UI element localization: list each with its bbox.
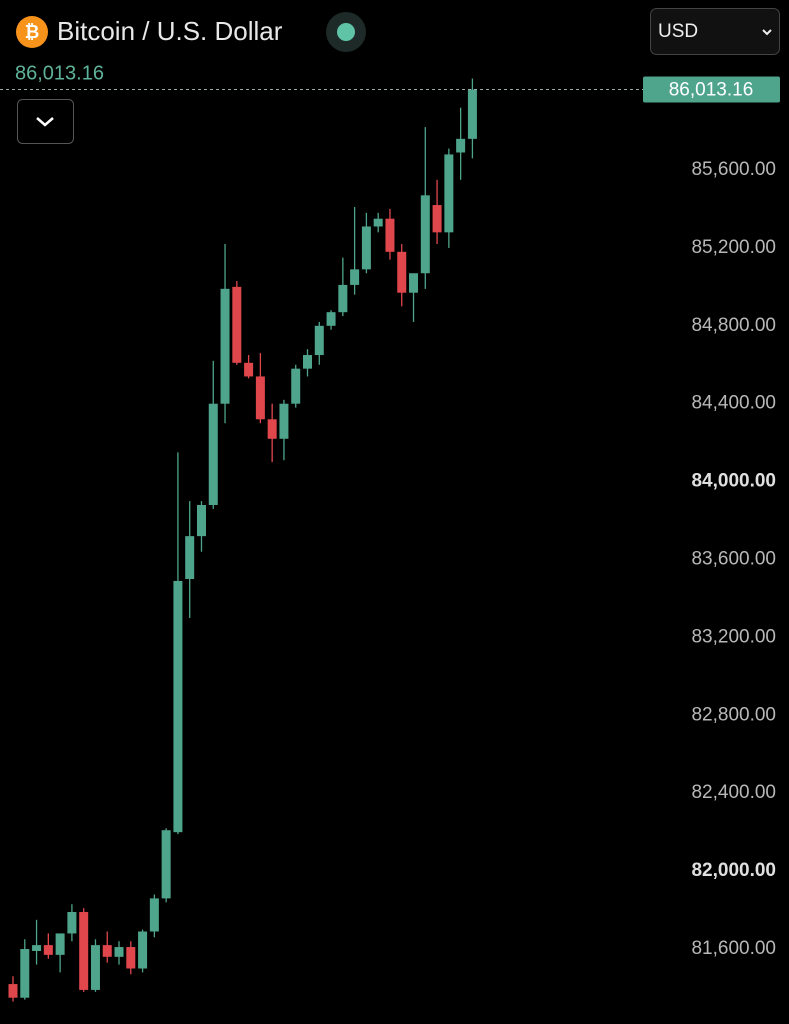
candle-body xyxy=(114,947,124,957)
y-tick-label: 81,600.00 xyxy=(691,938,776,959)
plot: 81,600.00 82,000.00 82,400.00 82,800.00 83,2… xyxy=(0,76,780,1002)
candle-body xyxy=(373,218,383,227)
y-tick-label: 82,400.00 xyxy=(691,782,776,803)
y-tick-label: 84,800.00 xyxy=(691,315,776,336)
candle-body xyxy=(8,984,18,998)
y-tick-label: 84,400.00 xyxy=(691,393,776,414)
currency-select[interactable] xyxy=(650,8,780,55)
y-tick-label: 82,800.00 xyxy=(691,704,776,725)
candle-body xyxy=(196,504,206,537)
y-tick-label: 85,600.00 xyxy=(691,159,776,180)
candle-body xyxy=(420,195,430,274)
candle-body xyxy=(397,251,407,293)
candle-body xyxy=(208,403,218,505)
candle-body xyxy=(361,226,371,270)
header-price: 86,013.16 xyxy=(15,62,104,84)
candle-body xyxy=(350,269,360,285)
candle-body xyxy=(432,205,442,233)
candle-body xyxy=(20,949,30,998)
coin-icon xyxy=(16,16,48,48)
candle-body xyxy=(267,419,277,439)
candle-body xyxy=(232,286,242,363)
candle-body xyxy=(244,362,254,377)
coin-symbol: ₿ xyxy=(25,22,40,42)
candle-body xyxy=(102,945,112,957)
collapse-button[interactable] xyxy=(17,99,74,144)
candle-body xyxy=(303,355,312,369)
last-price-label: 86,013.16 xyxy=(669,80,754,101)
last-price-tag xyxy=(643,76,780,103)
candle-body xyxy=(456,138,466,153)
select-chevron xyxy=(762,29,772,36)
candle-body xyxy=(279,403,289,439)
y-tick-label: 83,600.00 xyxy=(691,549,776,570)
candle-body xyxy=(55,933,65,955)
candle-body xyxy=(291,368,301,404)
collapse-chevron xyxy=(36,117,54,127)
candle-body xyxy=(43,945,53,955)
y-tick-label: 82,000.00 xyxy=(691,860,776,881)
y-tick-label: 84,000.00 xyxy=(691,471,776,492)
currency-label[interactable]: USD xyxy=(658,21,698,42)
candle-body xyxy=(138,931,148,969)
candle-body xyxy=(185,536,195,579)
candle-body xyxy=(126,947,136,969)
y-tick-label: 85,200.00 xyxy=(691,237,776,258)
candle-body xyxy=(338,284,348,313)
status-dot xyxy=(337,23,355,41)
candle-body xyxy=(444,154,454,233)
candle-body xyxy=(255,376,265,420)
candle-body xyxy=(220,288,230,404)
candle-body xyxy=(79,912,89,990)
candle-body xyxy=(467,89,477,139)
y-tick-label: 83,200.00 xyxy=(691,626,776,647)
candle-body xyxy=(67,912,77,934)
candle-body xyxy=(161,830,171,899)
candle-body xyxy=(314,325,324,356)
candle-body xyxy=(32,945,42,951)
candle-body xyxy=(385,218,395,252)
candle-body xyxy=(326,312,336,326)
candle-body xyxy=(149,898,159,932)
candle-body xyxy=(90,945,100,990)
candle-body xyxy=(173,580,183,833)
candle-body xyxy=(409,273,419,293)
chart-title: Bitcoin / U.S. Dollar xyxy=(57,16,283,46)
